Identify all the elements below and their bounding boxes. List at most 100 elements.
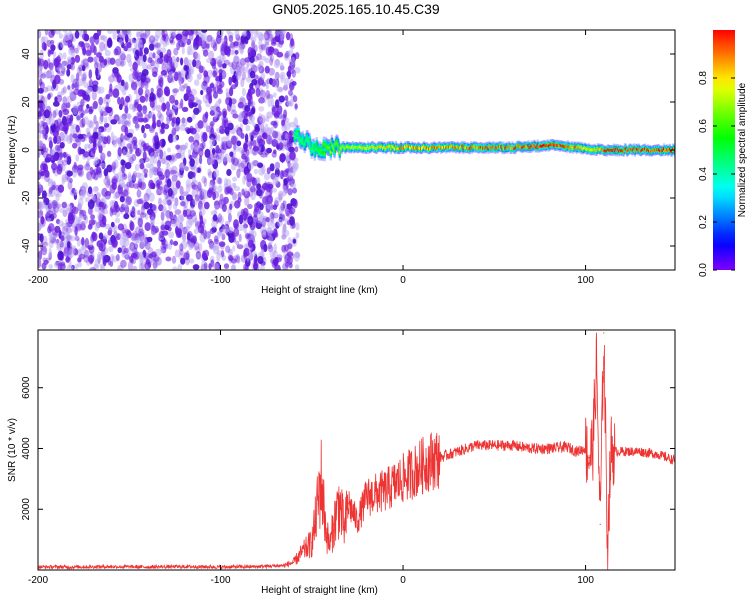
noise-cell: [82, 58, 89, 68]
noise-cell: [194, 156, 199, 166]
noise-cell: [206, 86, 212, 95]
snr-point: [493, 444, 495, 446]
noise-cell: [245, 124, 251, 132]
noise-cell: [120, 50, 126, 60]
noise-cell: [260, 152, 267, 158]
noise-cell: [203, 177, 207, 187]
noise-cell: [120, 124, 127, 133]
noise-cell: [208, 242, 215, 251]
noise-cell: [47, 203, 52, 213]
noise-cell: [269, 187, 273, 196]
snr-point: [585, 447, 587, 450]
noise-cell: [264, 57, 271, 64]
noise-cell: [183, 64, 188, 71]
noise-cell: [174, 209, 182, 215]
noise-cell: [136, 198, 143, 205]
noise-cell: [203, 70, 209, 78]
noise-cell: [103, 168, 109, 177]
noise-cell: [122, 189, 129, 197]
noise-cell: [159, 230, 165, 239]
noise-cell: [220, 46, 227, 56]
noise-cell: [233, 41, 239, 47]
noise-cell: [117, 96, 121, 105]
noise-cell: [281, 190, 287, 197]
noise-cell: [43, 59, 49, 70]
noise-cell: [280, 153, 285, 164]
noise-cell: [92, 56, 98, 62]
noise-cell: [55, 56, 61, 65]
noise-cell: [260, 245, 266, 253]
noise-cell: [162, 198, 168, 206]
noise-cell: [51, 154, 58, 161]
noise-cell: [119, 196, 125, 203]
noise-cell: [149, 182, 155, 188]
noise-cell: [129, 147, 133, 155]
snr-point: [614, 450, 616, 453]
noise-cell: [186, 85, 191, 96]
noise-cell: [217, 134, 221, 142]
noise-cell: [235, 125, 240, 131]
noise-cell: [185, 240, 192, 247]
noise-cell: [176, 56, 180, 63]
noise-cell: [235, 65, 242, 73]
noise-cell: [62, 30, 68, 33]
noise-cell: [287, 160, 291, 169]
noise-cell: [120, 159, 125, 166]
noise-cell: [160, 224, 166, 231]
noise-cell: [280, 74, 284, 83]
noise-cell: [179, 123, 186, 131]
noise-cell: [262, 196, 269, 206]
noise-cell: [256, 64, 262, 70]
noise-cell: [95, 67, 99, 77]
noise-cell: [143, 192, 150, 202]
noise-cell: [237, 129, 242, 137]
noise-cell: [154, 55, 160, 65]
noise-cell: [196, 36, 203, 47]
colorbar-tick-label: 0.6: [698, 119, 709, 133]
noise-cell: [109, 83, 113, 93]
noise-cell: [208, 263, 212, 270]
noise-cell: [156, 179, 163, 186]
snr-point: [302, 551, 304, 553]
noise-cell: [38, 30, 42, 39]
noise-cell: [237, 191, 242, 199]
noise-cell: [54, 135, 62, 145]
noise-cell: [68, 259, 72, 268]
noise-cell: [192, 264, 200, 270]
noise-cell: [194, 241, 200, 251]
snr-point: [393, 484, 395, 486]
noise-cell: [134, 243, 138, 250]
noise-cell: [259, 203, 264, 211]
noise-cell: [287, 243, 293, 250]
noise-cell: [198, 165, 202, 174]
noise-cell: [247, 203, 253, 210]
noise-cell: [288, 262, 293, 269]
noise-cell: [175, 180, 181, 189]
noise-cell: [69, 88, 73, 99]
noise-cell: [234, 49, 239, 55]
snr-point: [329, 545, 331, 547]
noise-cell: [151, 66, 159, 75]
noise-cell: [142, 105, 147, 115]
noise-cell: [274, 99, 280, 109]
noise-cell: [188, 31, 194, 41]
noise-cell: [49, 49, 54, 55]
noise-cell: [249, 94, 253, 105]
noise-cell: [219, 193, 224, 202]
noise-cell: [183, 205, 188, 215]
noise-cell: [52, 101, 60, 107]
snr-points: [38, 332, 675, 568]
noise-region: [38, 30, 301, 270]
noise-cell: [43, 43, 47, 51]
noise-cell: [152, 156, 158, 165]
noise-cell: [98, 105, 102, 113]
noise-cell: [179, 185, 184, 196]
noise-cell: [204, 148, 211, 158]
y-tick-label: 40: [21, 48, 32, 60]
noise-cell: [124, 42, 129, 52]
noise-cell: [42, 163, 47, 173]
noise-cell: [78, 67, 82, 77]
noise-cell: [258, 113, 263, 122]
noise-cell: [230, 109, 237, 116]
noise-cell: [142, 62, 148, 71]
